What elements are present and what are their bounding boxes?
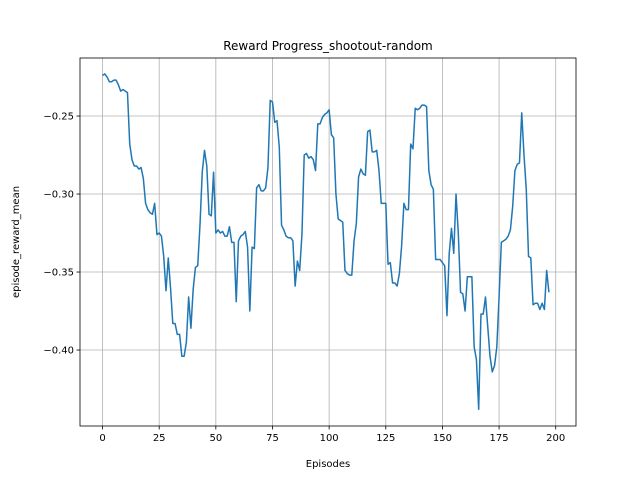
y-tick-label: −0.25 — [43, 112, 74, 123]
axes-frame — [79, 57, 577, 427]
data-line — [102, 73, 550, 411]
y-tick-label: −0.30 — [43, 190, 74, 201]
y-tick-label: −0.40 — [43, 346, 74, 357]
chart-title: Reward Progress_shootout-random — [223, 39, 432, 53]
x-tick-label: 100 — [320, 433, 339, 444]
x-tick-label: 175 — [490, 433, 509, 444]
x-tick-label: 200 — [546, 433, 565, 444]
y-tick-label: −0.35 — [43, 268, 74, 279]
x-tick-label: 50 — [209, 433, 222, 444]
x-tick-label: 75 — [266, 433, 279, 444]
x-tick-label: 25 — [153, 433, 166, 444]
x-tick-label: 0 — [99, 433, 105, 444]
x-axis-label: Episodes — [306, 459, 350, 470]
x-tick-label: 125 — [376, 433, 395, 444]
x-tick-label: 150 — [433, 433, 452, 444]
y-axis-label: episode_reward_mean — [11, 186, 22, 298]
